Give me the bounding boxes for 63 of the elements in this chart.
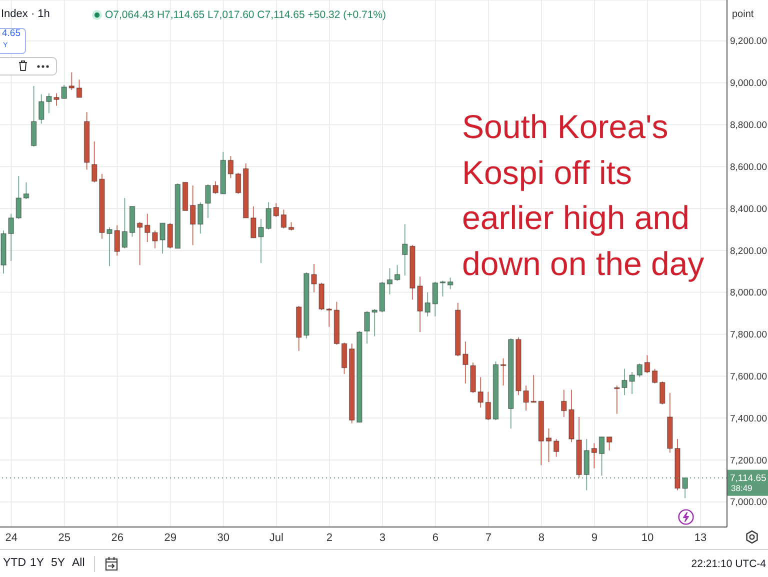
- x-tick-label: 26: [111, 532, 124, 544]
- x-tick-label: 8: [538, 532, 545, 544]
- annotation: O7,064.43 H7,114.65 L7,017.60 C7,114.65 +50.32 (+0.71%): [105, 9, 386, 22]
- x-tick-label: 13: [694, 532, 707, 544]
- candlestick: [440, 280, 446, 298]
- text: 1Y: [30, 557, 44, 570]
- candlestick: [659, 380, 666, 405]
- y-tick-label: 7,800.00: [730, 330, 767, 341]
- annotation: Index · 1h: [1, 8, 50, 21]
- x-tick-label: 29: [164, 532, 177, 544]
- candlestick: [598, 436, 605, 476]
- y-tick-label: 8,400.00: [730, 204, 767, 215]
- text: 5Y: [51, 557, 66, 570]
- candlestick: [76, 79, 82, 98]
- y-tick-label: 8,600.00: [730, 162, 767, 173]
- candlestick: [606, 436, 612, 452]
- text: YTD: [3, 557, 26, 570]
- candlestick: [652, 368, 658, 384]
- candlestick: [23, 182, 30, 200]
- y-axis-title: point: [732, 9, 754, 20]
- candlestick: [190, 184, 196, 246]
- x-tick-label: 25: [58, 532, 70, 544]
- y-tick-label: 7,000.00: [730, 497, 767, 508]
- x-tick-label: 2: [326, 532, 332, 544]
- candlestick: [136, 222, 143, 266]
- candlestick: [122, 198, 128, 249]
- annotation: 4.65: [2, 28, 20, 40]
- candlestick: [197, 202, 204, 234]
- x-tick-label: 9: [591, 532, 598, 544]
- candlestick: [546, 428, 552, 463]
- candlestick: [644, 354, 650, 374]
- candlestick: [280, 209, 287, 229]
- text: 22:21:10 UTC-4: [691, 558, 766, 570]
- candlestick: [386, 268, 393, 295]
- candlestick: [394, 264, 400, 282]
- candlestick: [485, 391, 492, 421]
- text: South Korea's Kospi off its earlier high and down on the day: [462, 107, 706, 284]
- x-tick-label: Jul: [269, 532, 284, 544]
- candlestick: [500, 358, 506, 386]
- candlestick: [228, 156, 234, 179]
- y-tick-label: 8,800.00: [730, 120, 767, 132]
- text: 38:49: [731, 483, 752, 494]
- candlestick: [68, 72, 75, 91]
- y-tick-label: 9,000.00: [730, 78, 767, 90]
- y-tick-label: 7,400.00: [730, 413, 767, 424]
- x-tick-label: 24: [5, 532, 18, 544]
- y-tick-label: 8,200.00: [730, 246, 767, 257]
- x-tick-label: 6: [432, 532, 439, 544]
- candlestick: [553, 438, 560, 458]
- x-tick-label: 7: [485, 532, 492, 544]
- candlestick: [447, 277, 454, 290]
- x-tick-label: 30: [217, 532, 230, 544]
- y-tick-label: 9,200.00: [730, 36, 767, 48]
- y-tick-label: 7,200.00: [730, 455, 767, 466]
- candlestick: [432, 281, 438, 317]
- x-tick-label: 3: [379, 532, 386, 544]
- x-tick-label: 10: [641, 532, 654, 544]
- candlestick: [235, 172, 242, 194]
- ref-line-label: 7,114.65: [730, 473, 766, 484]
- y-tick-label: 7,600.00: [730, 372, 767, 382]
- candlestick: [591, 442, 598, 469]
- y-tick-label: 8,000.00: [730, 288, 767, 299]
- text: All: [72, 557, 85, 570]
